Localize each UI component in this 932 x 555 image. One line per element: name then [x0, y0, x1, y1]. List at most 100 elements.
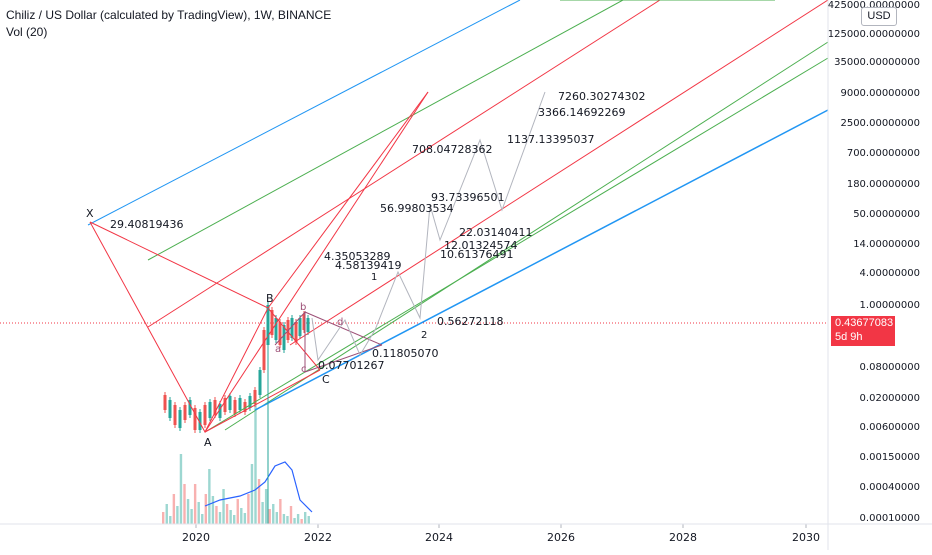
- volume-bar: [169, 516, 172, 524]
- price-axis-tick: 2500.00000000: [840, 118, 920, 129]
- volume-bar: [176, 506, 179, 524]
- candle-body: [278, 322, 282, 345]
- volume-bar: [300, 519, 303, 524]
- chart-annotation: 708.04728362: [412, 143, 492, 156]
- volume-bar: [275, 512, 278, 524]
- volume-bar: [304, 512, 307, 524]
- price-axis-tick: 0.08000000: [860, 362, 920, 373]
- pitchfork-line: [147, 0, 624, 261]
- volume-bar: [236, 499, 239, 524]
- volume-ma-line: [204, 461, 313, 513]
- chart-annotation: A: [204, 436, 212, 449]
- candle-body: [168, 400, 172, 418]
- price-axis-tick: 125000.00000000: [828, 29, 920, 40]
- time-axis-tick: 2028: [669, 531, 697, 544]
- volume-bar: [286, 516, 289, 524]
- price-axis-tick: 0.00150000: [860, 452, 920, 463]
- candle-body: [198, 412, 202, 430]
- candle-body: [188, 400, 192, 415]
- volume-bar: [225, 504, 229, 524]
- time-axis-tick: 2030: [792, 531, 820, 544]
- volume-bar: [272, 504, 275, 524]
- chart-annotation: c: [301, 364, 307, 375]
- candle-body: [306, 318, 310, 332]
- candle-body: [294, 322, 298, 342]
- chart-annotation: C: [322, 373, 330, 386]
- price-axis-tick: 9000.00000000: [840, 88, 920, 99]
- candle-body: [258, 370, 262, 395]
- candle-body: [178, 410, 182, 428]
- candle-body: [290, 318, 294, 338]
- chart-annotation: b: [300, 302, 306, 313]
- chart-annotation: 0.56272118: [437, 315, 503, 328]
- projected-path: [311, 91, 546, 362]
- pitchfork-lower-line: [254, 109, 829, 411]
- chart-annotation: 10.61376491: [440, 248, 513, 261]
- volume-bar: [201, 514, 204, 524]
- candle-body: [253, 390, 257, 404]
- volume-bar: [257, 479, 261, 524]
- abcd-pattern-legs: [274, 310, 383, 373]
- chart-annotation: a: [275, 344, 281, 355]
- volume-bar: [254, 404, 257, 524]
- pitchfork-line: [204, 57, 829, 433]
- chart-annotation: 7260.30274302: [558, 90, 645, 103]
- harmonic-pattern-xb: [89, 221, 269, 309]
- candle-body: [302, 314, 306, 330]
- candle-body: [193, 408, 197, 430]
- chart-annotation: 1: [371, 272, 377, 283]
- volume-bar: [296, 514, 300, 524]
- candle-body: [270, 310, 274, 335]
- chart-annotation: 0.07701267: [318, 359, 384, 372]
- volume-bar: [247, 494, 250, 524]
- volume-bar: [193, 484, 197, 524]
- chart-annotation: 4.58139419: [335, 259, 401, 272]
- time-axis-tick: 2022: [304, 531, 332, 544]
- volume-bar: [261, 502, 264, 524]
- volume-bar: [208, 469, 211, 524]
- volume-bar: [162, 512, 165, 524]
- candle-body: [203, 405, 207, 425]
- chart-annotation: 29.40819436: [110, 218, 183, 231]
- chart-annotation: 56.99803534: [380, 202, 453, 215]
- candle-body: [228, 396, 232, 410]
- candle-body: [183, 405, 187, 420]
- price-axis-tick: 1.00000000: [860, 300, 920, 311]
- volume-bar: [215, 506, 218, 524]
- volume-bar: [211, 496, 215, 524]
- harmonic-projection-line: [267, 91, 429, 309]
- volume-bar: [218, 512, 222, 524]
- price-axis-tick: 0.00040000: [860, 482, 920, 493]
- volume-bar: [190, 509, 193, 524]
- chart-annotation: 2: [421, 330, 427, 341]
- time-axis-tick: 2020: [182, 531, 210, 544]
- chart-annotation: B: [266, 292, 274, 305]
- volume-bar: [264, 489, 268, 524]
- candle-body: [238, 398, 242, 410]
- volume-bar: [197, 502, 200, 524]
- candle-body: [262, 330, 266, 370]
- candle-body: [218, 404, 222, 418]
- volume-bar: [229, 510, 232, 524]
- volume-indicator-label[interactable]: Vol (20): [6, 25, 48, 39]
- candle-body: [243, 402, 247, 412]
- volume-bar: [282, 514, 286, 524]
- last-price-value: 0.43677083: [835, 317, 894, 329]
- price-axis-tick: 50.00000000: [853, 209, 920, 220]
- volume-bar: [204, 494, 207, 524]
- symbol-title: Chiliz / US Dollar (calculated by Tradin…: [6, 8, 332, 22]
- price-axis-tick: 180.00000000: [847, 179, 920, 190]
- currency-badge[interactable]: USD: [861, 7, 897, 26]
- price-axis-tick: 0.02000000: [860, 393, 920, 404]
- volume-bar: [222, 489, 225, 524]
- chart-annotation: d: [337, 317, 343, 328]
- pitchfork-median-line: [147, 0, 661, 328]
- pitchfork-line: [289, 0, 829, 346]
- candle-body: [298, 318, 302, 336]
- volume-bar: [250, 464, 254, 524]
- volume-bar: [172, 494, 176, 524]
- volume-bar: [240, 508, 243, 524]
- price-axis-tick: 0.00600000: [860, 422, 920, 433]
